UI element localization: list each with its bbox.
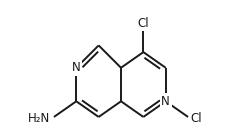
Text: N: N — [161, 95, 170, 108]
Text: Cl: Cl — [190, 112, 202, 125]
Text: H₂N: H₂N — [28, 112, 51, 125]
Text: Cl: Cl — [137, 17, 149, 30]
Text: N: N — [72, 61, 81, 74]
